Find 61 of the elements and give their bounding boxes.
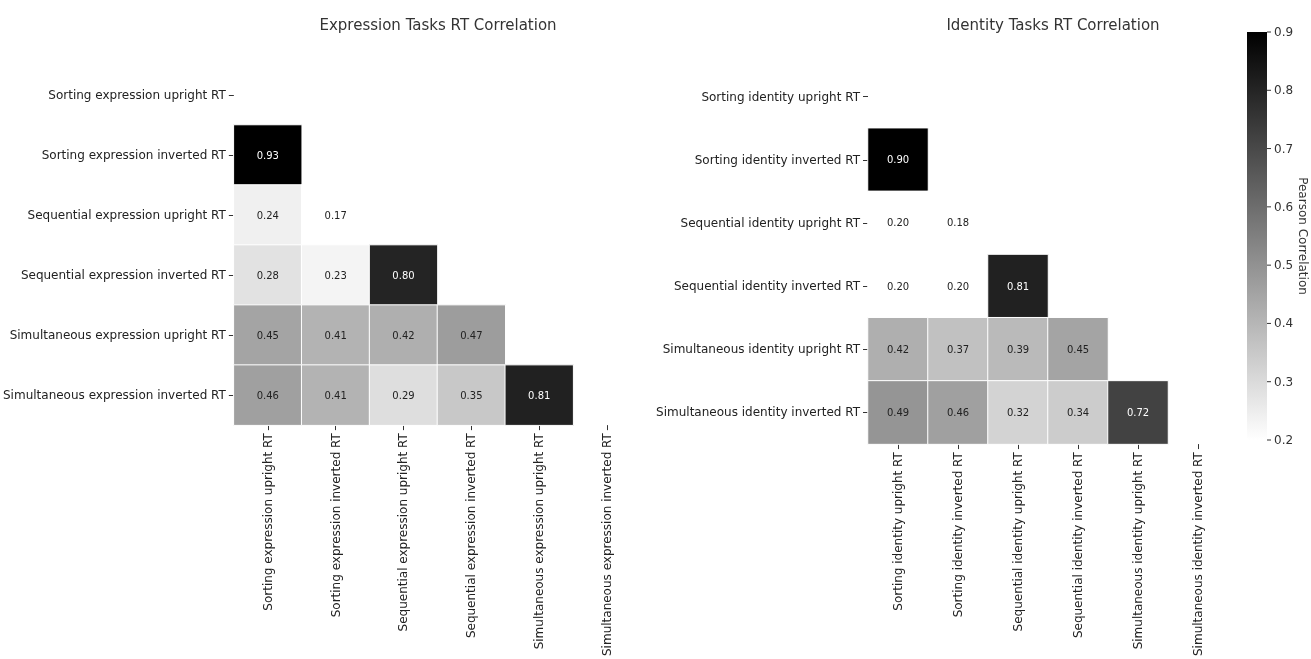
data-label: 0.35 xyxy=(460,389,483,401)
color-bar-label: 0.9 xyxy=(1274,25,1294,39)
data-label: 0.39 xyxy=(1006,343,1030,355)
x-tick-label: Sequential expression inverted RT xyxy=(464,432,479,639)
data-label: 0.80 xyxy=(392,269,415,281)
x-tick-label: Simultaneous identity inverted RT xyxy=(1191,451,1205,657)
y-tick-label: Sequential expression upright RT xyxy=(27,208,227,223)
x-tick-label: Sequential identity upright RT xyxy=(1011,451,1025,632)
data-label: 0.93 xyxy=(256,149,279,161)
data-label: 0.41 xyxy=(324,389,347,401)
y-tick-label: Sorting identity upright RT xyxy=(701,89,861,104)
color-bar-label: 0.7 xyxy=(1274,141,1294,156)
data-label: 0.23 xyxy=(324,269,347,281)
data-label: 0.28 xyxy=(256,269,279,281)
color-bar-label: 0.5 xyxy=(1274,258,1294,273)
data-label: 0.20 xyxy=(886,217,910,229)
data-label: 0.81 xyxy=(1006,280,1030,292)
y-tick-label: Sorting identity inverted RT xyxy=(694,152,861,167)
data-label: 0.45 xyxy=(1066,343,1090,355)
y-tick-label: Simultaneous expression inverted RT xyxy=(3,388,227,403)
chart-title: Identity Tasks RT Correlation xyxy=(946,15,1160,34)
color-bar-label: 0.2 xyxy=(1274,433,1294,447)
data-label: 0.37 xyxy=(946,343,970,355)
color-bar-label: 0.4 xyxy=(1274,316,1294,331)
y-tick-label: Sequential expression inverted RT xyxy=(20,268,227,283)
x-tick-label: Sequential identity inverted RT xyxy=(1071,451,1085,639)
data-label: 0.45 xyxy=(256,329,279,341)
chart-title: Expression Tasks RT Correlation xyxy=(319,15,557,34)
x-tick-label: Sorting expression inverted RT xyxy=(328,432,343,618)
y-tick-label: Sequential identity inverted RT xyxy=(673,279,861,294)
data-label: 0.18 xyxy=(946,217,970,229)
y-tick-label: Sorting expression upright RT xyxy=(48,88,227,103)
x-tick-label: Sorting identity inverted RT xyxy=(951,451,965,618)
data-label: 0.24 xyxy=(256,209,279,221)
data-label: 0.42 xyxy=(886,343,910,355)
color-bar-label: 0.3 xyxy=(1274,374,1294,389)
y-tick-label: Simultaneous expression upright RT xyxy=(9,328,227,343)
data-label: 0.90 xyxy=(886,154,910,166)
x-tick-label: Sequential expression upright RT xyxy=(396,432,411,632)
data-label: 0.47 xyxy=(460,329,483,341)
data-label: 0.29 xyxy=(392,389,415,401)
y-tick-label: Simultaneous identity upright RT xyxy=(662,342,861,357)
data-label: 0.72 xyxy=(1126,407,1150,418)
data-label: 0.34 xyxy=(1066,407,1090,418)
y-tick-label: Sequential identity upright RT xyxy=(680,215,861,230)
y-tick-label: Sorting expression inverted RT xyxy=(41,148,227,163)
color-bar-label: 0.6 xyxy=(1274,199,1294,214)
data-label: 0.81 xyxy=(528,389,551,401)
data-label: 0.42 xyxy=(392,329,415,341)
data-label: 0.17 xyxy=(324,209,347,221)
data-label: 0.41 xyxy=(324,329,347,341)
color-bar-label: 0.8 xyxy=(1274,83,1294,98)
data-label: 0.20 xyxy=(946,280,970,292)
data-label: 0.46 xyxy=(256,389,279,401)
data-label: 0.20 xyxy=(886,280,910,292)
x-tick-label: Simultaneous identity upright RT xyxy=(1131,451,1145,650)
color-bar-title: Pearson Correlation xyxy=(1296,177,1310,295)
data-label: 0.32 xyxy=(1006,407,1030,418)
data-label: 0.49 xyxy=(886,407,910,418)
data-label: 0.46 xyxy=(946,407,970,418)
y-tick-label: Simultaneous identity inverted RT xyxy=(656,405,861,420)
